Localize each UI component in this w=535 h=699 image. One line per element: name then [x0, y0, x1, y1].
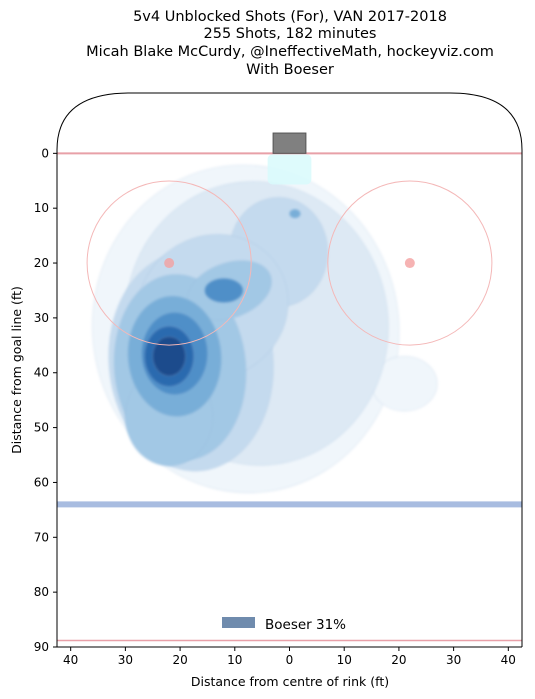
x-tick-label: 40: [63, 653, 78, 667]
chart-title-line-4: With Boeser: [246, 62, 334, 78]
density-contour-14: [152, 336, 186, 377]
x-tick-label: 20: [172, 653, 187, 667]
x-tick-label: 10: [337, 653, 352, 667]
density-contour-11: [204, 278, 244, 303]
goal-crease: [267, 154, 312, 185]
rink-boards: [56, 92, 523, 640]
goal-net: [272, 132, 307, 154]
x-tick-label: 0: [286, 653, 294, 667]
x-tick-label: 30: [446, 653, 461, 667]
faceoff-dot-2: [404, 258, 415, 269]
y-tick-label: 0: [41, 146, 49, 160]
chart-title-line-1: 5v4 Unblocked Shots (For), VAN 2017-2018: [133, 9, 447, 25]
x-tick-label: 20: [391, 653, 406, 667]
y-axis-label: Distance from goal line (ft): [9, 286, 24, 454]
y-tick-label: 40: [34, 366, 49, 380]
chart-title-line-2: 255 Shots, 182 minutes: [204, 26, 377, 42]
chart-title-line-3: Micah Blake McCurdy, @IneffectiveMath, h…: [86, 44, 494, 60]
blue-line: [57, 501, 522, 508]
chart-title-block: 5v4 Unblocked Shots (For), VAN 2017-2018…: [86, 9, 494, 78]
y-tick-label: 90: [34, 640, 49, 654]
y-tick-label: 60: [34, 475, 49, 489]
legend: Boeser 31%: [222, 617, 346, 633]
x-tick-label: 40: [501, 653, 516, 667]
legend-label: Boeser 31%: [265, 617, 346, 633]
axes-layer: 40 30 20 10 0 10 20 30 40 0 10 20 30 40 50 60 70 80 90: [34, 146, 523, 667]
faceoff-circle-2: [327, 180, 493, 346]
y-tick-label: 50: [34, 421, 49, 435]
shot-density-layer: [92, 164, 438, 494]
y-tick-label: 10: [34, 201, 49, 215]
rink-layer: [56, 92, 523, 642]
y-tick-label: 80: [34, 585, 49, 599]
faceoff-dot-1: [164, 258, 175, 269]
x-tick-label: 30: [118, 653, 133, 667]
density-contour-15: [289, 208, 301, 219]
y-tick-label: 70: [34, 530, 49, 544]
x-tick-label: 10: [227, 653, 242, 667]
legend-swatch: [222, 617, 255, 628]
x-axis-label: Distance from centre of rink (ft): [191, 674, 389, 689]
y-tick-label: 30: [34, 311, 49, 325]
faceoff-circle-1: [86, 180, 252, 346]
y-tick-label: 20: [34, 256, 49, 270]
